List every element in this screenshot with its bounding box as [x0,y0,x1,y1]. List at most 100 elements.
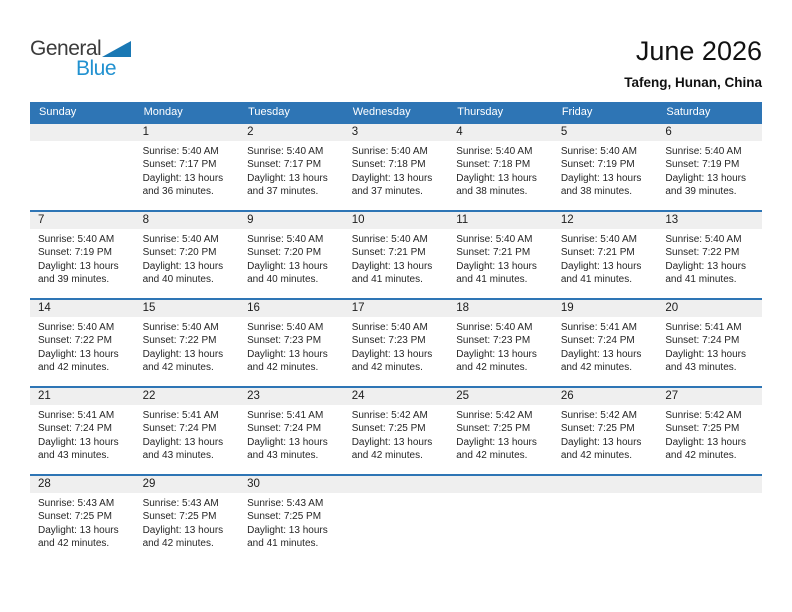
day-number [552,476,658,493]
day-detail-line: Daylight: 13 hours [142,260,224,272]
day-details: Sunrise: 5:41 AM Sunset: 7:24 PM Daylight:… [239,405,344,463]
weekday-saturday: Saturday [657,102,762,123]
calendar-day-cell: 14 Sunrise: 5:40 AM Sunset: 7:22 PM Dayligh… [30,298,135,387]
day-detail-line: Sunrise: 5:41 AM [38,410,115,421]
day-details: Sunrise: 5:41 AM Sunset: 7:24 PM Daylight:… [553,317,658,375]
calendar-day-cell: 24 Sunrise: 5:42 AM Sunset: 7:25 PM Dayligh… [343,386,449,475]
day-details: Sunrise: 5:40 AM Sunset: 7:23 PM Daylight:… [344,317,449,375]
day-detail-line: and 42 minutes. [351,450,423,462]
day-detail-line: Sunset: 7:25 PM [351,423,426,435]
day-detail-line: Sunrise: 5:40 AM [142,322,219,333]
calendar-day-cell: 5 Sunrise: 5:40 AM Sunset: 7:19 PM Daylight… [552,122,658,211]
day-detail-line: Daylight: 13 hours [247,348,328,360]
day-detail-line: Daylight: 13 hours [351,260,433,272]
day-detail-line: and 37 minutes. [351,186,423,198]
day-detail-line: Sunset: 7:21 PM [456,247,531,259]
day-detail-line: and 41 minutes. [665,274,737,286]
day-number: 6 [657,124,762,141]
day-detail-line: Daylight: 13 hours [456,172,537,184]
day-number: 1 [134,124,240,141]
calendar-day-cell: 20 Sunrise: 5:41 AM Sunset: 7:24 PM Dayligh… [657,298,762,387]
calendar-week-row: 14 Sunrise: 5:40 AM Sunset: 7:22 PM Dayligh… [30,298,762,387]
day-detail-line: and 42 minutes. [351,362,423,374]
day-detail-line: and 41 minutes. [456,274,528,286]
day-detail-line: Daylight: 13 hours [560,436,642,448]
day-detail-line: Sunrise: 5:40 AM [38,322,115,333]
day-detail-line: Sunrise: 5:41 AM [665,322,742,333]
day-detail-line: Sunrise: 5:40 AM [665,146,742,157]
day-detail-line: Sunset: 7:24 PM [38,423,112,435]
day-details: Sunrise: 5:40 AM Sunset: 7:17 PM Daylight:… [239,141,344,199]
day-detail-line: Sunrise: 5:40 AM [247,322,324,333]
day-detail-line: Sunset: 7:25 PM [247,511,322,523]
day-detail-line: Daylight: 13 hours [456,348,537,360]
calendar-day-cell: 3 Sunrise: 5:40 AM Sunset: 7:18 PM Daylight… [343,122,449,211]
day-number: 16 [239,300,344,317]
day-detail-line: and 41 minutes. [560,274,632,286]
day-detail-line: Daylight: 13 hours [38,348,119,360]
calendar-day-cell: 18 Sunrise: 5:40 AM Sunset: 7:23 PM Dayligh… [448,298,553,387]
day-details: Sunrise: 5:42 AM Sunset: 7:25 PM Daylight:… [344,405,449,463]
day-detail-line: Daylight: 13 hours [38,436,119,448]
day-detail-line: Daylight: 13 hours [456,436,537,448]
day-details: Sunrise: 5:43 AM Sunset: 7:25 PM Daylight:… [239,493,344,551]
day-detail-line: Sunset: 7:22 PM [665,247,740,259]
calendar-day-cell: 25 Sunrise: 5:42 AM Sunset: 7:25 PM Dayligh… [448,386,553,475]
day-details: Sunrise: 5:40 AM Sunset: 7:20 PM Daylight:… [239,229,344,287]
day-detail-line: Sunrise: 5:43 AM [247,498,324,509]
day-number [30,124,135,141]
calendar-week-row: 21 Sunrise: 5:41 AM Sunset: 7:24 PM Dayligh… [30,386,762,475]
day-detail-line: Sunrise: 5:41 AM [560,322,637,333]
calendar-day-cell: 8 Sunrise: 5:40 AM Sunset: 7:20 PM Daylight… [134,210,240,299]
day-detail-line: Sunset: 7:19 PM [560,159,635,171]
calendar-day-cell: 15 Sunrise: 5:40 AM Sunset: 7:22 PM Dayligh… [134,298,240,387]
day-detail-line: Sunset: 7:23 PM [247,335,322,347]
day-detail-line: Sunrise: 5:42 AM [665,410,742,421]
calendar-day-cell: 7 Sunrise: 5:40 AM Sunset: 7:19 PM Daylight… [30,210,135,299]
day-details: Sunrise: 5:40 AM Sunset: 7:23 PM Daylight:… [448,317,553,375]
calendar-day-cell: 30 Sunrise: 5:43 AM Sunset: 7:25 PM Dayligh… [239,474,344,563]
calendar-week-row: 7 Sunrise: 5:40 AM Sunset: 7:19 PM Daylight… [30,210,762,299]
day-detail-line: Sunset: 7:23 PM [456,335,531,347]
day-detail-line: Sunset: 7:25 PM [38,511,112,523]
day-detail-line: Sunrise: 5:41 AM [142,410,219,421]
day-detail-line: Daylight: 13 hours [560,172,642,184]
page-title: June 2026 [635,36,762,66]
day-details: Sunrise: 5:40 AM Sunset: 7:21 PM Daylight:… [448,229,553,287]
day-detail-line: Daylight: 13 hours [247,524,328,536]
day-details: Sunrise: 5:40 AM Sunset: 7:19 PM Daylight:… [553,141,658,199]
day-detail-line: Daylight: 13 hours [665,172,746,184]
day-detail-line: Sunset: 7:23 PM [351,335,426,347]
day-detail-line: Daylight: 13 hours [142,436,224,448]
day-details: Sunrise: 5:40 AM Sunset: 7:21 PM Daylight:… [553,229,658,287]
day-details: Sunrise: 5:42 AM Sunset: 7:25 PM Daylight:… [657,405,762,463]
day-detail-line: Sunset: 7:18 PM [351,159,426,171]
day-number: 22 [134,388,240,405]
logo-triangle-icon [102,41,132,57]
day-details: Sunrise: 5:40 AM Sunset: 7:19 PM Daylight:… [30,229,135,287]
weekday-tuesday: Tuesday [239,102,344,123]
day-detail-line: and 43 minutes. [247,450,319,462]
day-number: 13 [657,212,762,229]
day-number: 25 [448,388,553,405]
day-details: Sunrise: 5:43 AM Sunset: 7:25 PM Daylight:… [30,493,135,551]
day-details: Sunrise: 5:41 AM Sunset: 7:24 PM Daylight:… [135,405,240,463]
day-detail-line: Sunrise: 5:43 AM [142,498,219,509]
day-number: 21 [30,388,135,405]
day-detail-line: and 40 minutes. [247,274,319,286]
day-detail-line: Sunrise: 5:40 AM [560,234,637,245]
day-detail-line: and 42 minutes. [38,362,110,374]
day-detail-line: and 42 minutes. [142,362,214,374]
day-detail-line: Sunrise: 5:41 AM [247,410,324,421]
day-detail-line: Sunrise: 5:40 AM [351,322,428,333]
day-detail-line: Daylight: 13 hours [351,436,433,448]
calendar-empty-cell [657,474,762,563]
logo-text-general: General [30,37,102,60]
calendar-body: 1 Sunrise: 5:40 AM Sunset: 7:17 PM Daylight… [30,122,762,563]
day-number: 4 [448,124,553,141]
calendar-day-cell: 28 Sunrise: 5:43 AM Sunset: 7:25 PM Dayligh… [30,474,135,563]
day-detail-line: Sunset: 7:20 PM [142,247,217,259]
day-number: 15 [134,300,240,317]
weekday-header-row: Sunday Monday Tuesday Wednesday Thursday… [30,102,762,123]
day-details: Sunrise: 5:40 AM Sunset: 7:22 PM Daylight:… [30,317,135,375]
